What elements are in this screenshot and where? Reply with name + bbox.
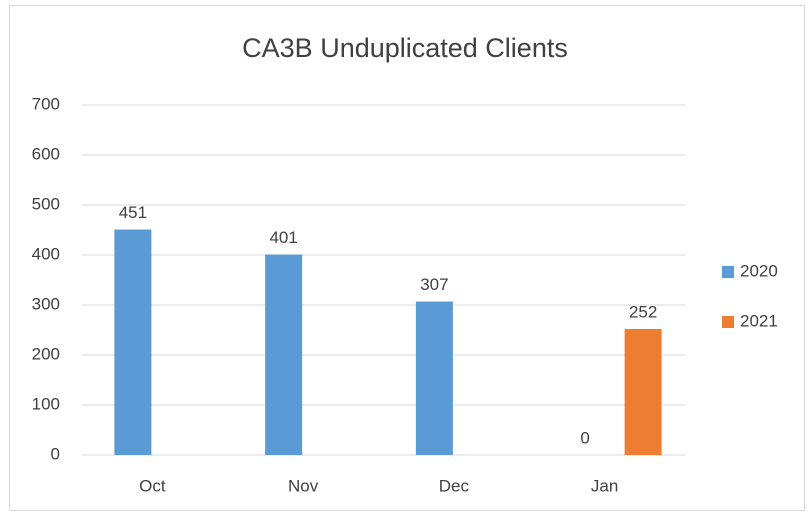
bar [624, 329, 662, 455]
data-label: 401 [269, 228, 297, 247]
legend-label: 2021 [740, 311, 778, 330]
y-tick-label: 400 [32, 244, 60, 263]
bar [415, 301, 453, 455]
bar [114, 229, 152, 455]
data-label: 0 [580, 428, 589, 447]
x-tick-label: Nov [288, 476, 319, 495]
x-tick-label: Jan [591, 476, 618, 495]
bar [265, 254, 303, 455]
x-tick-label: Oct [139, 476, 166, 495]
chart-title: CA3B Unduplicated Clients [242, 33, 568, 63]
x-tick-label: Dec [439, 476, 470, 495]
y-tick-label: 500 [32, 194, 60, 213]
y-tick-label: 100 [32, 394, 60, 413]
y-tick-label: 700 [32, 94, 60, 113]
y-tick-label: 600 [32, 144, 60, 163]
legend-swatch [722, 316, 734, 328]
data-label: 252 [629, 302, 657, 321]
y-tick-label: 0 [51, 444, 60, 463]
y-tick-label: 200 [32, 344, 60, 363]
data-label: 451 [119, 203, 147, 222]
y-tick-label: 300 [32, 294, 60, 313]
data-label: 307 [420, 275, 448, 294]
legend-label: 2020 [740, 261, 778, 280]
legend-swatch [722, 266, 734, 278]
